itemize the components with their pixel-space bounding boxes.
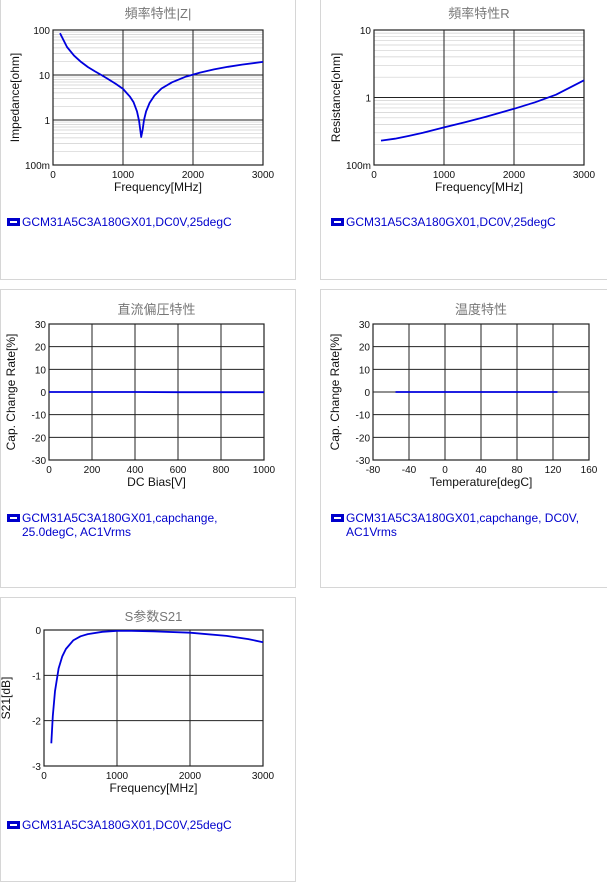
x-tick-label: 600 bbox=[170, 465, 187, 476]
x-tick-label: 1000 bbox=[253, 465, 276, 476]
y-axis-label: S21[dB] bbox=[1, 677, 13, 720]
legend-swatch-icon bbox=[7, 821, 20, 829]
y-axis-label: Cap. Change Rate[%] bbox=[328, 334, 342, 451]
y-axis-label: Impedance[ohm] bbox=[8, 53, 22, 142]
plot-frame bbox=[372, 323, 590, 461]
x-tick-label: 120 bbox=[545, 465, 562, 476]
x-axis-label: Frequency[MHz] bbox=[109, 781, 197, 795]
x-tick-label: 0 bbox=[442, 465, 448, 476]
y-tick-label: 20 bbox=[359, 343, 371, 354]
plot-frame bbox=[373, 29, 585, 166]
legend-swatch-icon bbox=[7, 218, 20, 226]
resistance-chart: 頻率特性R 0 1000 2000 3000 100m 1 10 Frequency[MHz] R… bbox=[329, 6, 596, 194]
legend-s21[interactable]: GCM31A5C3A180GX01,DC0V,25degC bbox=[7, 818, 287, 832]
y-tick-label: 0 bbox=[364, 388, 370, 399]
x-axis-label: DC Bias[V] bbox=[127, 475, 186, 489]
chart-title: 頻率特性|Z| bbox=[125, 6, 192, 21]
chart-card-resistance: 頻率特性R 0 1000 2000 3000 100m 1 10 Frequency[MHz] R… bbox=[320, 0, 607, 280]
legend-label: GCM31A5C3A180GX01,capchange, DC0V, AC1Vr… bbox=[346, 511, 580, 539]
temperature-chart: 温度特性 -80 -40 0 40 80 120 160 -30 -20 -10 0 10 20 30 Tem… bbox=[328, 302, 598, 489]
y-tick-label: 0 bbox=[35, 626, 41, 637]
x-axis-label: Frequency[MHz] bbox=[114, 180, 202, 194]
y-tick-label: -20 bbox=[32, 433, 47, 444]
chart-card-s21: S参数S21 0 1000 2000 3000 -3 -2 -1 0 Frequency[MHz]… bbox=[0, 597, 296, 882]
legend-label: GCM31A5C3A180GX01,DC0V,25degC bbox=[346, 215, 556, 229]
x-tick-label: 3000 bbox=[252, 170, 275, 181]
y-tick-label: 100 bbox=[33, 26, 50, 37]
y-tick-label: -1 bbox=[32, 671, 41, 682]
legend-swatch-icon bbox=[7, 514, 20, 522]
x-tick-label: 80 bbox=[511, 465, 523, 476]
y-tick-label: 100m bbox=[25, 161, 50, 172]
series-line bbox=[50, 630, 264, 744]
x-tick-label: 2000 bbox=[179, 771, 202, 782]
y-tick-label: -2 bbox=[32, 717, 41, 728]
y-tick-label: 10 bbox=[359, 365, 371, 376]
y-tick-label: -30 bbox=[32, 456, 47, 467]
y-tick-label: 10 bbox=[35, 365, 47, 376]
x-tick-label: -80 bbox=[366, 465, 381, 476]
y-tick-label: 30 bbox=[35, 320, 47, 331]
x-tick-label: 1000 bbox=[433, 170, 456, 181]
x-tick-label: 0 bbox=[50, 170, 56, 181]
y-tick-label: 10 bbox=[39, 71, 51, 82]
legend-label: GCM31A5C3A180GX01,DC0V,25degC bbox=[22, 818, 232, 832]
s21-chart: S参数S21 0 1000 2000 3000 -3 -2 -1 0 Frequency[MHz]… bbox=[1, 609, 275, 795]
legend-label: GCM31A5C3A180GX01,DC0V,25degC bbox=[22, 215, 232, 229]
x-tick-label: 3000 bbox=[252, 771, 275, 782]
chart-title: 温度特性 bbox=[455, 302, 507, 317]
legend-swatch-icon bbox=[331, 514, 344, 522]
legend-dc-bias[interactable]: GCM31A5C3A180GX01,capchange, 25.0degC, A… bbox=[7, 511, 247, 539]
x-tick-label: 0 bbox=[46, 465, 52, 476]
y-tick-label: 1 bbox=[365, 94, 371, 105]
y-tick-label: -30 bbox=[356, 456, 371, 467]
legend-label: GCM31A5C3A180GX01,capchange, 25.0degC, A… bbox=[22, 511, 218, 539]
y-tick-label: 0 bbox=[40, 388, 46, 399]
plot-frame bbox=[43, 629, 264, 767]
x-tick-label: 40 bbox=[475, 465, 487, 476]
x-tick-label: 800 bbox=[213, 465, 230, 476]
chart-card-impedance: 頻率特性|Z| 0 1000 2000 3000 100m 1 10 100 Frequency[… bbox=[0, 0, 296, 280]
legend-temperature[interactable]: GCM31A5C3A180GX01,capchange, DC0V, AC1Vr… bbox=[331, 511, 606, 539]
series-line bbox=[380, 79, 585, 142]
y-tick-label: 10 bbox=[360, 26, 372, 37]
x-tick-label: 1000 bbox=[106, 771, 129, 782]
series-line bbox=[59, 32, 264, 138]
x-axis-label: Frequency[MHz] bbox=[435, 180, 523, 194]
y-tick-label: -3 bbox=[32, 762, 41, 773]
x-tick-label: 0 bbox=[41, 771, 47, 782]
x-tick-label: 2000 bbox=[182, 170, 205, 181]
y-axis-label: Resistance[ohm] bbox=[329, 53, 343, 142]
impedance-chart: 頻率特性|Z| 0 1000 2000 3000 100m 1 10 100 Frequency[… bbox=[8, 6, 275, 194]
x-axis-label: Temperature[degC] bbox=[430, 475, 533, 489]
y-tick-label: 1 bbox=[44, 116, 50, 127]
legend-impedance[interactable]: GCM31A5C3A180GX01,DC0V,25degC bbox=[7, 215, 287, 229]
x-tick-label: 400 bbox=[127, 465, 144, 476]
x-tick-label: -40 bbox=[402, 465, 417, 476]
x-tick-label: 2000 bbox=[503, 170, 526, 181]
y-tick-label: 30 bbox=[359, 320, 371, 331]
y-tick-label: -20 bbox=[356, 433, 371, 444]
x-tick-label: 3000 bbox=[573, 170, 596, 181]
chart-card-temperature: 温度特性 -80 -40 0 40 80 120 160 -30 -20 -10 0 10 20 30 Tem… bbox=[320, 289, 607, 588]
plot-frame bbox=[52, 29, 264, 166]
chart-title: S参数S21 bbox=[125, 609, 183, 624]
chart-title: 直流偏圧特性 bbox=[117, 302, 195, 317]
legend-swatch-icon bbox=[331, 218, 344, 226]
dc-bias-chart: 直流偏圧特性 0 200 400 600 800 1000 -30 -20 -10 0 10 20 30 D… bbox=[4, 302, 276, 489]
y-tick-label: 20 bbox=[35, 343, 47, 354]
legend-resistance[interactable]: GCM31A5C3A180GX01,DC0V,25degC bbox=[331, 215, 601, 229]
y-tick-label: -10 bbox=[356, 411, 371, 422]
chart-title: 頻率特性R bbox=[448, 6, 509, 21]
x-tick-label: 160 bbox=[581, 465, 598, 476]
x-tick-label: 1000 bbox=[112, 170, 135, 181]
y-axis-label: Cap. Change Rate[%] bbox=[4, 334, 18, 451]
x-tick-label: 0 bbox=[371, 170, 377, 181]
y-tick-label: -10 bbox=[32, 411, 47, 422]
chart-card-dc-bias: 直流偏圧特性 0 200 400 600 800 1000 -30 -20 -10 0 10 20 30 D… bbox=[0, 289, 296, 588]
x-tick-label: 200 bbox=[84, 465, 101, 476]
y-tick-label: 100m bbox=[346, 161, 371, 172]
